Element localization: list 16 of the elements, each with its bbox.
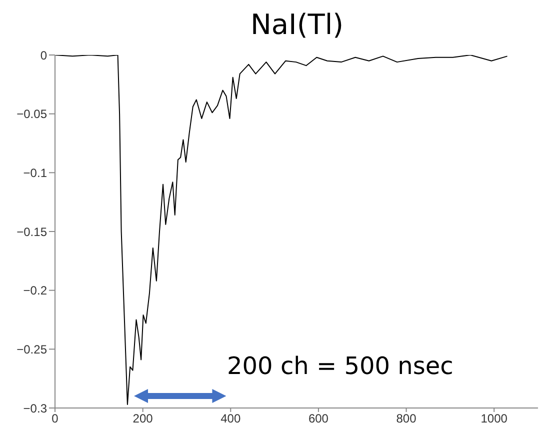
x-tick-label: 1000 [480,412,508,424]
y-tick-label: 0 [40,48,48,62]
x-tick-label: 0 [52,412,59,424]
y-tick-label: −0.3 [23,401,48,416]
chart-title: NaI(Tl) [249,8,345,41]
x-tick-label: 400 [220,412,241,424]
y-tick-label: −0.2 [23,284,48,298]
y-tick-label: −0.15 [16,224,48,239]
y-tick-label: −0.1 [23,166,48,180]
x-tick-label: 800 [396,412,417,424]
y-tick-label: −0.25 [16,342,48,356]
annotation: 200 ch = 500 nsec [227,352,454,380]
x-tick-label: 200 [132,412,154,424]
line-series [55,55,508,405]
y-tick-label: −0.05 [16,107,48,122]
x-tick-label: 600 [308,412,329,424]
